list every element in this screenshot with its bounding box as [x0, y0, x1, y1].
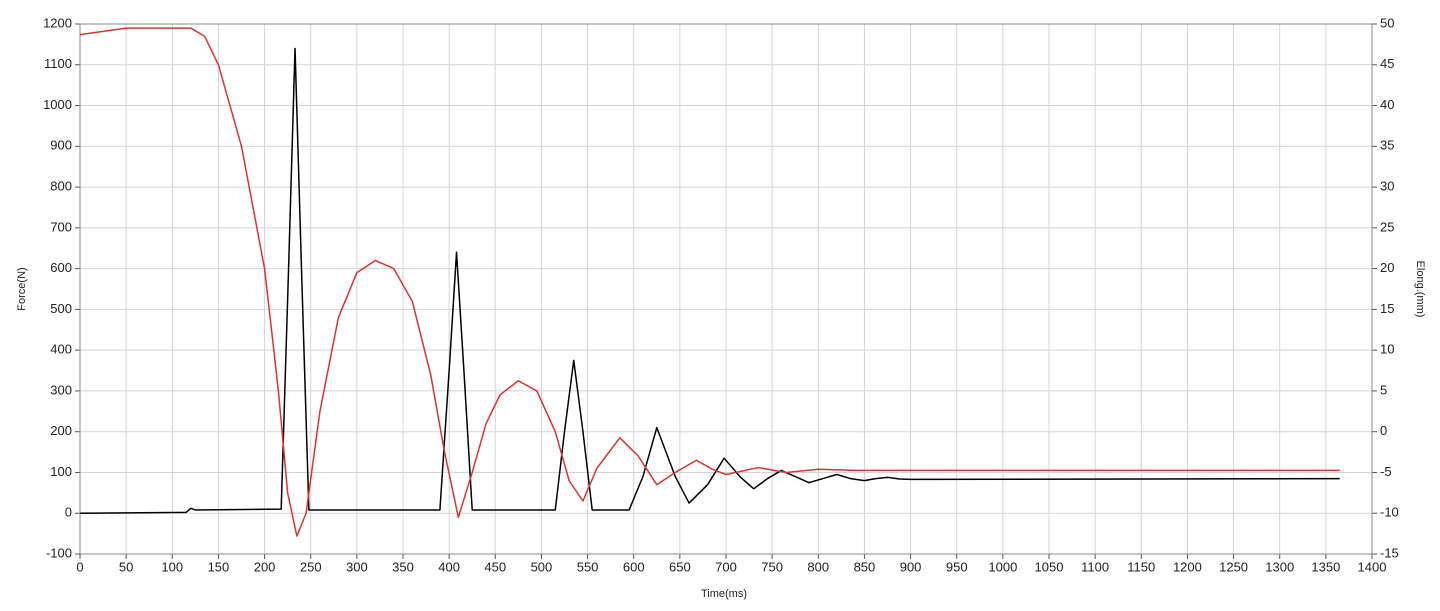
y-tick-label: 600 [50, 260, 72, 275]
x-tick-label: 0 [76, 559, 83, 574]
x-tick-label: 450 [484, 559, 506, 574]
y2-tick-label: 5 [1380, 382, 1387, 397]
x-tick-label: 1350 [1311, 559, 1340, 574]
x-tick-label: 400 [438, 559, 460, 574]
y-tick-label: 900 [50, 138, 72, 153]
y2-tick-label: 45 [1380, 56, 1394, 71]
y2-tick-label: 20 [1380, 260, 1394, 275]
y-tick-label: -100 [46, 545, 72, 560]
x-tick-label: 750 [761, 559, 783, 574]
x-tick-label: 50 [119, 559, 133, 574]
y-tick-label: 1000 [43, 97, 72, 112]
y2-tick-label: -15 [1380, 545, 1399, 560]
x-tick-label: 100 [161, 559, 183, 574]
x-tick-label: 1050 [1035, 559, 1064, 574]
x-tick-label: 550 [577, 559, 599, 574]
y-tick-label: 1200 [43, 15, 72, 30]
series-line [79, 27, 1340, 537]
y2-tick-label: 15 [1380, 301, 1394, 316]
x-axis-label: Time(ms) [701, 588, 747, 600]
x-tick-label: 600 [623, 559, 645, 574]
y-tick-label: 800 [50, 179, 72, 194]
x-tick-label: 500 [531, 559, 553, 574]
y2-axis-label: Elong.(mm) [1414, 261, 1426, 318]
y2-tick-label: 50 [1380, 15, 1394, 30]
y2-tick-label: 35 [1380, 138, 1394, 153]
x-tick-label: 1000 [988, 559, 1017, 574]
y2-tick-label: 30 [1380, 179, 1394, 194]
y-tick-label: 200 [50, 423, 72, 438]
x-tick-label: 1250 [1219, 559, 1248, 574]
x-tick-label: 300 [346, 559, 368, 574]
x-tick-label: 1300 [1265, 559, 1294, 574]
y-tick-label: 1100 [44, 56, 72, 71]
x-tick-label: 150 [208, 559, 230, 574]
y-tick-label: 300 [50, 382, 72, 397]
y2-tick-label: 40 [1380, 97, 1394, 112]
y2-tick-label: 10 [1380, 342, 1394, 357]
x-tick-label: 200 [254, 559, 276, 574]
x-tick-label: 850 [854, 559, 876, 574]
y-tick-label: 500 [50, 301, 72, 316]
x-tick-label: 650 [669, 559, 691, 574]
series-line [79, 47, 1340, 514]
x-tick-label: 800 [807, 559, 829, 574]
y2-tick-label: 25 [1380, 219, 1394, 234]
y2-tick-label: 0 [1380, 423, 1387, 438]
x-tick-label: 250 [300, 559, 322, 574]
x-tick-label: 1150 [1127, 559, 1155, 574]
x-tick-label: 1400 [1358, 559, 1387, 574]
plot-frame [79, 23, 1373, 555]
y-tick-label: 400 [50, 342, 72, 357]
x-tick-label: 900 [900, 559, 922, 574]
y2-tick-label: -10 [1380, 505, 1399, 520]
x-tick-label: 1100 [1081, 559, 1109, 574]
y-tick-label: 0 [65, 505, 72, 520]
y-tick-label: 700 [50, 219, 72, 234]
x-tick-label: 700 [715, 559, 737, 574]
x-tick-label: 950 [946, 559, 968, 574]
y-tick-label: 100 [50, 464, 72, 479]
x-tick-label: 350 [392, 559, 414, 574]
x-tick-label: 1200 [1173, 559, 1202, 574]
y-axis-label: Force(N) [16, 267, 28, 310]
y2-tick-label: -5 [1380, 464, 1392, 479]
